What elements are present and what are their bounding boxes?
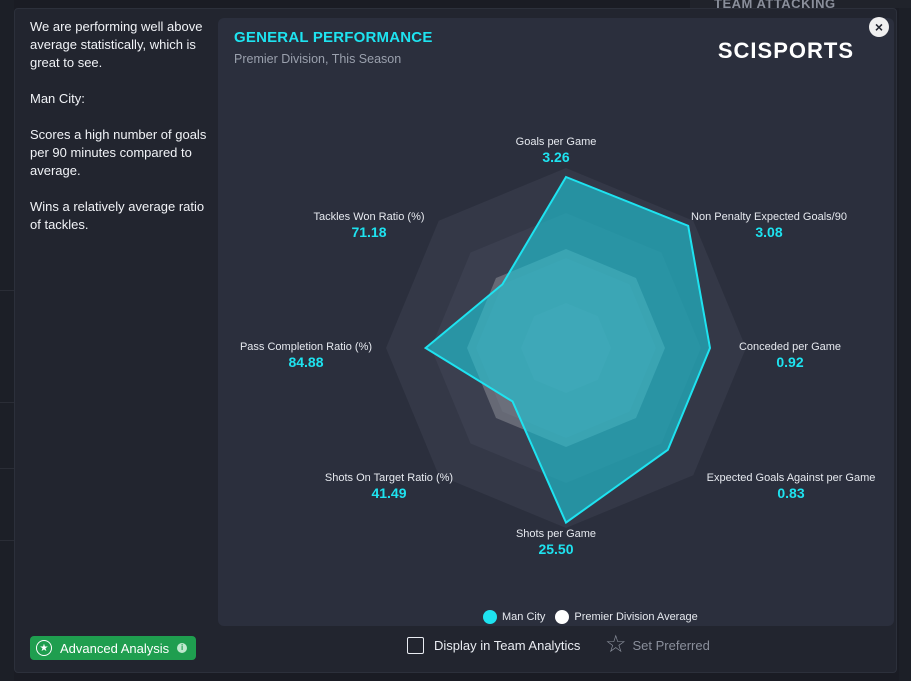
radar-axis-value: 0.92: [776, 354, 804, 370]
radar-chart: [386, 168, 746, 528]
background-left: [0, 0, 14, 681]
radar-axis-label: Shots On Target Ratio (%) 41.49: [325, 472, 453, 501]
radar-axis-value: 0.83: [777, 485, 805, 501]
legend-item-average: Premier Division Average: [555, 610, 698, 624]
radar-axis-value: 3.08: [755, 224, 783, 240]
radar-axis-label: Goals per Game 3.26: [516, 136, 597, 165]
close-icon: ×: [874, 19, 884, 35]
radar-axis-label: Conceded per Game 0.92: [739, 341, 841, 370]
checkbox-label: Display in Team Analytics: [434, 638, 581, 653]
radar-axis-label: Expected Goals Against per Game 0.83: [707, 472, 876, 501]
radar-axis-label: Tackles Won Ratio (%) 71.18: [313, 211, 424, 240]
analysis-paragraph: Scores a high number of goals per 90 min…: [30, 127, 207, 178]
radar-axis-value: 84.88: [288, 354, 324, 370]
radar-axis-name: Shots On Target Ratio (%): [324, 472, 454, 484]
radar-axis-label: Non Penalty Expected Goals/90 3.08: [691, 211, 847, 240]
close-button[interactable]: ×: [869, 17, 889, 37]
info-icon[interactable]: i: [177, 643, 188, 653]
chart-legend: Man City Premier Division Average: [483, 610, 708, 624]
checkbox[interactable]: [407, 637, 424, 654]
legend-dot-cyan: [483, 610, 497, 624]
legend-label: Man City: [502, 611, 546, 623]
radar-axis-value: 3.26: [542, 149, 570, 165]
background-top-right: TEAM ATTACKING: [690, 0, 911, 11]
legend-label: Premier Division Average: [574, 611, 698, 623]
radar-axis-name: Non Penalty Expected Goals/90: [691, 211, 847, 223]
star-outline-icon: ☆: [605, 631, 627, 658]
radar-axis-value: 25.50: [538, 541, 574, 557]
scisports-logo: SCISPORTS: [717, 38, 854, 63]
radar-axis-label: Shots per Game 25.50: [516, 528, 596, 557]
analysis-paragraph: We are performing well above average sta…: [30, 19, 203, 70]
radar-axis-name: Pass Completion Ratio (%): [239, 341, 373, 353]
sidebar-analysis: We are performing well above average sta…: [30, 18, 210, 252]
display-in-team-analytics[interactable]: Display in Team Analytics: [407, 637, 580, 654]
man-city-series-area: [423, 175, 712, 525]
background-right: [899, 0, 911, 681]
set-preferred-label: Set Preferred: [632, 637, 710, 653]
radar-axis-name: Goals per Game: [515, 136, 597, 148]
panel-title: GENERAL PERFORMANCE: [234, 29, 433, 46]
star-badge-icon: ★: [36, 640, 52, 656]
legend-item-man-city: Man City: [483, 610, 545, 624]
performance-modal: We are performing well above average sta…: [14, 8, 897, 673]
radar-axis-label: Pass Completion Ratio (%) 84.88: [240, 341, 372, 370]
advanced-analysis-button[interactable]: ★ Advanced Analysis i: [30, 636, 196, 660]
analysis-paragraph: Man City:: [30, 91, 85, 106]
general-performance-panel: GENERAL PERFORMANCE Premier Division, Th…: [218, 18, 894, 626]
legend-dot-white: [555, 610, 570, 624]
radar-axis-value: 71.18: [351, 224, 387, 240]
radar-axis-name: Conceded per Game: [738, 341, 842, 353]
set-preferred-button[interactable]: ☆ Set Preferred: [605, 631, 710, 658]
radar-axis-name: Tackles Won Ratio (%): [313, 211, 425, 223]
advanced-analysis-label: Advanced Analysis: [60, 640, 170, 656]
radar-axis-name: Shots per Game: [515, 528, 597, 540]
panel-subtitle: Premier Division, This Season: [234, 52, 402, 66]
analysis-paragraph: Wins a relatively average ratio of tackl…: [30, 199, 205, 232]
radar-axis-name: Expected Goals Against per Game: [706, 472, 876, 484]
radar-axis-value: 41.49: [371, 485, 407, 501]
